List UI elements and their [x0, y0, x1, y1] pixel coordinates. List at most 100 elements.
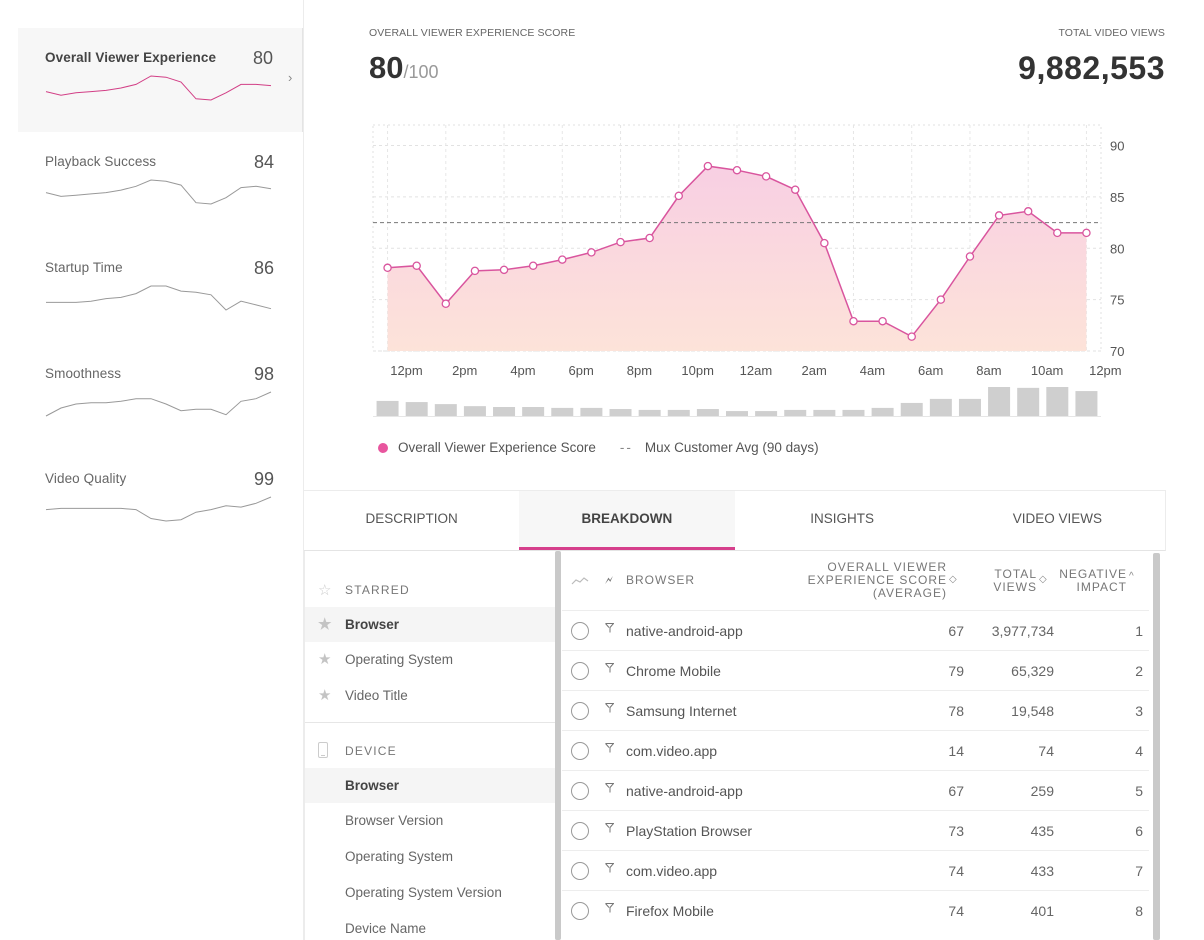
data-point[interactable] [732, 165, 742, 175]
data-point[interactable] [703, 161, 713, 171]
column-header-negative-impact[interactable]: NEGATIVE IMPACT [1059, 568, 1127, 594]
data-point[interactable] [907, 332, 916, 341]
dimension-item-browser-version[interactable]: Browser Version [305, 803, 555, 838]
table-scrollbar[interactable] [1153, 553, 1160, 940]
dimension-item-device-name[interactable]: Device Name [305, 911, 555, 940]
metric-label: Overall Viewer Experience [45, 50, 217, 65]
data-point[interactable] [936, 295, 946, 304]
filter-icon[interactable]: 🗲 [605, 573, 614, 587]
volume-bar [405, 402, 428, 416]
star-filled-icon[interactable]: ★ [318, 651, 332, 668]
filter-icon[interactable] [605, 902, 615, 916]
data-point[interactable] [645, 233, 654, 243]
metric-smoothness[interactable]: Smoothness 98 [18, 344, 303, 448]
metric-overall-viewer-experience[interactable]: Overall Viewer Experience 80 › [18, 28, 303, 132]
tab-video-views[interactable]: VIDEO VIEWS [1012, 511, 1103, 526]
trend-chart-icon[interactable] [571, 573, 589, 591]
metric-video-quality[interactable]: Video Quality 99 [18, 449, 303, 553]
metrics-sidebar: Overall Viewer Experience 80 › Playback … [0, 0, 304, 940]
data-point[interactable] [1082, 228, 1091, 238]
header-line: VIEWS [993, 580, 1037, 594]
row-select-radio[interactable] [571, 902, 589, 920]
filter-icon[interactable] [605, 782, 615, 796]
dimension-label: Video Title [345, 688, 408, 703]
dimension-item-operating-system[interactable]: Operating System [305, 839, 555, 874]
data-point[interactable] [528, 261, 538, 270]
data-point[interactable] [499, 265, 509, 275]
section-title: STARRED [345, 583, 410, 597]
column-header-score[interactable]: OVERALL VIEWER EXPERIENCE SCORE (AVERAGE… [808, 561, 947, 600]
metric-startup-time[interactable]: Startup Time 86 [18, 238, 303, 342]
filter-icon[interactable] [605, 662, 615, 676]
data-point[interactable] [965, 252, 975, 261]
data-point[interactable] [470, 266, 480, 276]
table-row[interactable]: PlayStation Browser 73 435 6 [562, 810, 1149, 850]
column-header-browser[interactable]: BROWSER [626, 573, 696, 587]
x-tick-label: 10pm [681, 363, 714, 378]
data-point[interactable] [820, 238, 829, 248]
data-point[interactable] [587, 248, 596, 257]
star-filled-icon[interactable]: ★ [318, 687, 332, 704]
row-select-radio[interactable] [571, 622, 589, 640]
row-select-radio[interactable] [571, 702, 589, 720]
score-points [383, 161, 1091, 341]
x-axis-ticks: 12pm 2pm 4pm 6pm 8pm 10pm 12am 2am 4am 6am 8am 10am… [390, 363, 1121, 378]
star-filled-icon[interactable]: ★ [318, 616, 332, 633]
filter-icon[interactable] [605, 822, 615, 836]
volume-bar [929, 398, 952, 416]
filter-icon[interactable] [605, 742, 615, 756]
sort-ascending-icon[interactable]: ^ [1129, 571, 1134, 582]
legend-dash-icon: -- [619, 440, 633, 455]
table-row[interactable]: Chrome Mobile 79 65,329 2 [562, 650, 1149, 690]
tab-insights[interactable]: INSIGHTS [810, 511, 874, 526]
data-point[interactable] [878, 316, 887, 326]
data-point[interactable] [674, 191, 684, 201]
row-select-radio[interactable] [571, 822, 589, 840]
sort-icon[interactable]: ◇ [949, 574, 957, 585]
dimension-item-starred-browser[interactable]: ★ Browser [305, 607, 555, 642]
data-point[interactable] [1053, 228, 1062, 238]
filter-icon[interactable] [605, 622, 615, 636]
metric-playback-success[interactable]: Playback Success 84 [18, 132, 303, 236]
data-point[interactable] [383, 263, 392, 273]
data-point[interactable] [558, 255, 567, 264]
table-row[interactable]: native-android-app 67 3,977,734 1 [562, 610, 1149, 650]
sort-icon[interactable]: ◇ [1039, 574, 1047, 585]
dimension-item-starred-video-title[interactable]: ★ Video Title [305, 678, 555, 713]
table-row[interactable]: com.video.app 74 433 7 [562, 850, 1149, 890]
data-point[interactable] [994, 211, 1004, 220]
data-point[interactable] [849, 316, 858, 326]
row-negative-impact: 8 [1135, 903, 1143, 919]
volume-bar [434, 404, 457, 416]
dimension-list-scrollbar[interactable] [555, 551, 561, 940]
filter-icon[interactable] [605, 702, 615, 716]
data-point[interactable] [1023, 207, 1033, 216]
table-row[interactable]: Firefox Mobile 74 401 8 [562, 890, 1149, 930]
filter-icon[interactable] [605, 862, 615, 876]
row-select-radio[interactable] [571, 662, 589, 680]
table-row[interactable]: com.video.app 14 74 4 [562, 730, 1149, 770]
chevron-right-icon[interactable]: › [288, 70, 293, 85]
volume-bar [638, 409, 661, 416]
volume-bar [551, 407, 574, 416]
dimension-label: Operating System Version [345, 885, 502, 900]
data-point[interactable] [441, 299, 451, 308]
star-outline-icon: ☆ [318, 582, 333, 599]
row-select-radio[interactable] [571, 742, 589, 760]
data-point[interactable] [616, 237, 625, 247]
x-tick-label: 4am [860, 363, 885, 378]
tab-description[interactable]: DESCRIPTION [365, 511, 458, 526]
table-row[interactable]: native-android-app 67 259 5 [562, 770, 1149, 810]
metric-value: 80 [252, 48, 273, 68]
data-point[interactable] [761, 172, 771, 181]
row-select-radio[interactable] [571, 862, 589, 880]
tab-breakdown[interactable]: BREAKDOWN [519, 491, 735, 550]
dimension-item-starred-operating-system[interactable]: ★ Operating System [305, 642, 555, 677]
row-select-radio[interactable] [571, 782, 589, 800]
column-header-total-views[interactable]: TOTAL VIEWS [993, 568, 1037, 594]
dimension-item-browser[interactable]: Browser [305, 768, 555, 803]
dimension-item-operating-system-version[interactable]: Operating System Version [305, 875, 555, 910]
table-row[interactable]: Samsung Internet 78 19,548 3 [562, 690, 1149, 730]
data-point[interactable] [790, 185, 800, 194]
data-point[interactable] [412, 261, 421, 270]
